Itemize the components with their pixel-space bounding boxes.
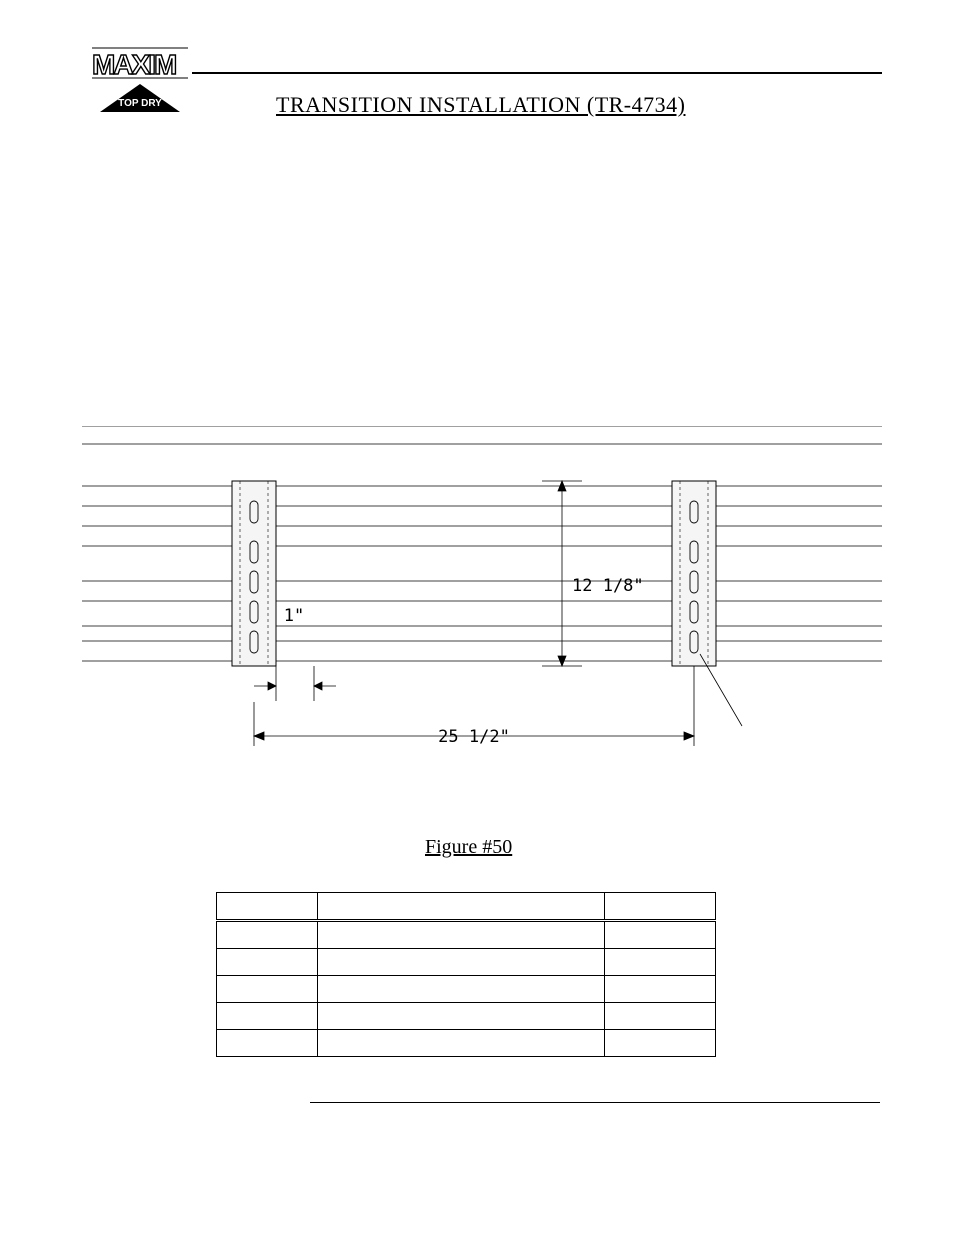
header-rule bbox=[192, 72, 882, 74]
table-row bbox=[217, 921, 716, 949]
leader-line bbox=[700, 654, 742, 726]
table-row bbox=[217, 1003, 716, 1030]
logo-bottom-text: TOP DRY bbox=[118, 98, 162, 109]
table-header-row bbox=[217, 893, 716, 921]
dim-height-label: 12 1/8" bbox=[572, 576, 644, 596]
transition-diagram: 1" 12 1/8" 25 1/2" bbox=[82, 426, 882, 776]
col-header bbox=[318, 893, 605, 921]
left-bracket bbox=[232, 481, 276, 666]
table-row bbox=[217, 1030, 716, 1057]
footer-rule bbox=[310, 1102, 880, 1103]
figure-label: Figure #50 bbox=[425, 836, 512, 859]
col-header bbox=[217, 893, 318, 921]
table-row bbox=[217, 949, 716, 976]
corrugation-lines bbox=[82, 426, 882, 661]
page: MAXIM TOP DRY TRANSITION INSTALLATION (T… bbox=[0, 0, 954, 1235]
dim-width-label: 25 1/2" bbox=[438, 727, 510, 747]
page-title: TRANSITION INSTALLATION (TR-4734) bbox=[276, 92, 685, 118]
table-row bbox=[217, 976, 716, 1003]
col-header bbox=[605, 893, 716, 921]
right-bracket bbox=[672, 481, 716, 666]
parts-table bbox=[216, 892, 716, 1057]
dim-gap bbox=[254, 666, 336, 701]
dim-gap-label: 1" bbox=[284, 606, 304, 626]
brand-logo: MAXIM TOP DRY bbox=[90, 40, 190, 118]
logo-top-text: MAXIM bbox=[92, 49, 176, 80]
dim-height bbox=[542, 481, 582, 666]
